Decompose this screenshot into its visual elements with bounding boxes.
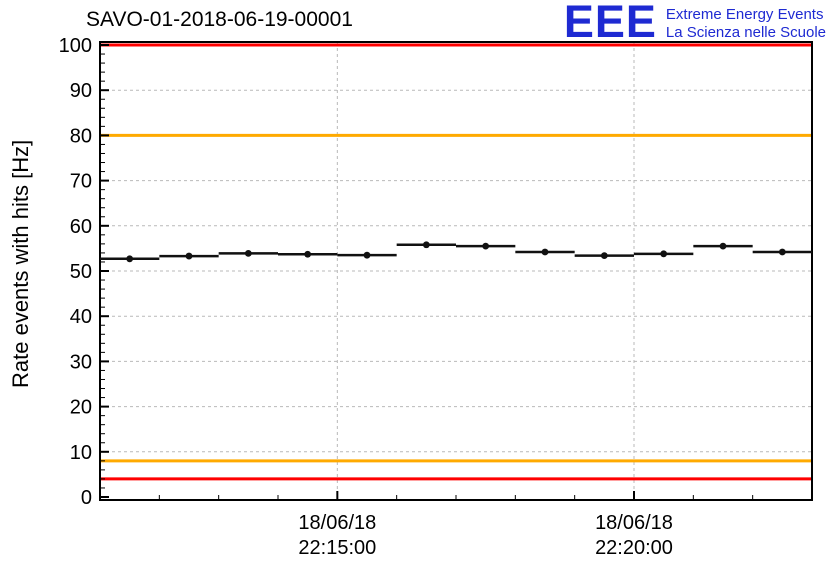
data-point — [244, 249, 252, 257]
eee-logo-mark: EEE — [563, 0, 657, 47]
y-tick-label: 40 — [70, 306, 92, 328]
data-point — [600, 252, 608, 260]
y-tick-label: 0 — [81, 487, 92, 509]
data-point — [304, 250, 312, 258]
eee-logo-line2: La Scienza nelle Scuole — [665, 24, 826, 41]
data-point — [363, 251, 371, 259]
axis-labels: 0 10 20 30 40 50 60 70 80 90 100 18/06/18 22:15:00 18… — [59, 35, 673, 559]
gridlines — [100, 42, 812, 500]
data-point — [482, 242, 490, 250]
y-tick-label: 10 — [70, 442, 92, 464]
y-tick-label: 70 — [70, 171, 92, 193]
y-tick-label: 90 — [70, 80, 92, 102]
x-tick-time-label: 22:20:00 — [595, 537, 673, 559]
y-tick-label: 50 — [70, 261, 92, 283]
y-tick-label: 30 — [70, 351, 92, 373]
eee-logo: EEE Extreme Energy Events La Scienza nel… — [563, 0, 826, 47]
data-point — [541, 248, 549, 256]
y-tick-label: 100 — [59, 35, 92, 57]
data-point — [778, 248, 786, 256]
data-point — [185, 252, 193, 260]
x-tick-date-label: 18/06/18 — [298, 512, 376, 534]
y-axis-title: Rate events with hits [Hz] — [8, 139, 33, 388]
threshold-lines — [100, 43, 812, 481]
y-tick-label: 60 — [70, 216, 92, 238]
x-tick-time-label: 22:15:00 — [298, 537, 376, 559]
data-point — [660, 250, 668, 258]
y-tick-label: 20 — [70, 397, 92, 419]
chart-title: SAVO-01-2018-06-19-00001 — [86, 8, 353, 31]
axes — [99, 41, 813, 501]
eee-logo-line1: Extreme Energy Events — [665, 6, 824, 23]
data-point — [719, 242, 727, 250]
data-point — [126, 255, 134, 263]
x-tick-date-label: 18/06/18 — [595, 512, 673, 534]
y-tick-label: 80 — [70, 125, 92, 147]
data-point — [422, 241, 430, 249]
eee-logo-text: Extreme Energy Events La Scienza nelle S… — [666, 4, 826, 42]
data-series — [100, 241, 812, 263]
